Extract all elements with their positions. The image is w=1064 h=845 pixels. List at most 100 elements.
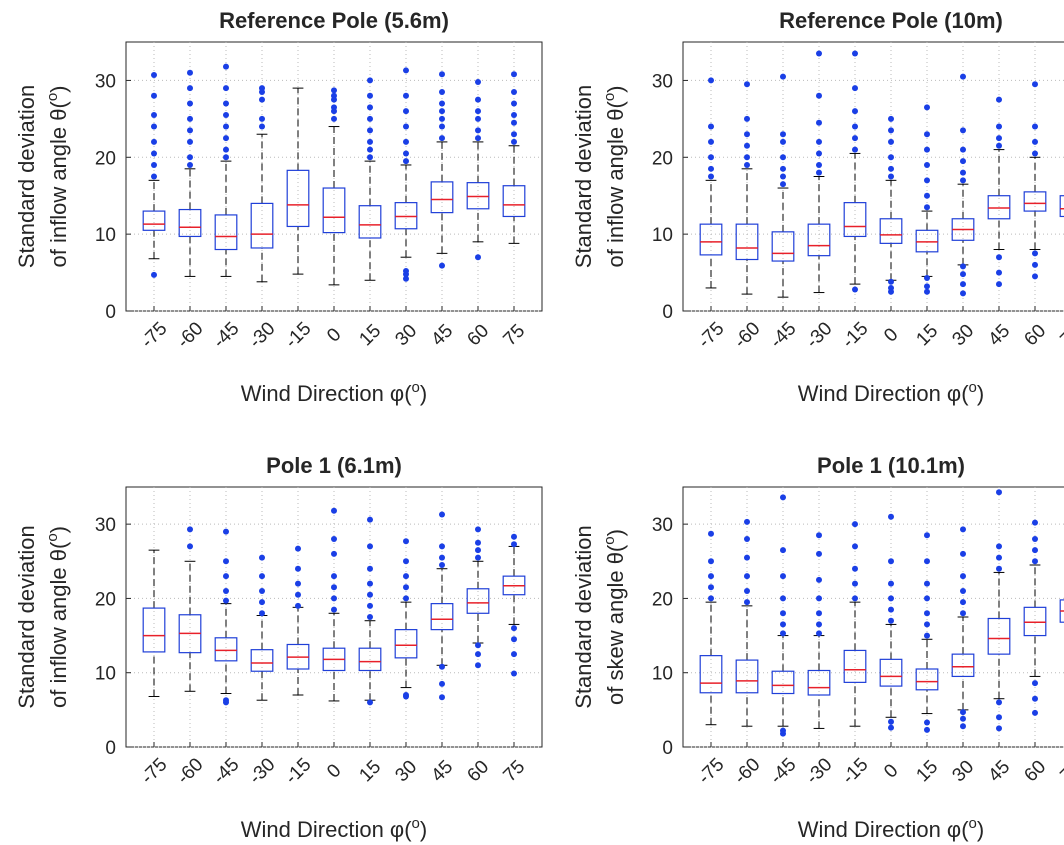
outlier [996, 489, 1002, 496]
outlier [295, 580, 301, 587]
outlier [367, 146, 373, 153]
y-tick-label: 0 [105, 302, 116, 323]
outlier [888, 558, 894, 565]
outlier [780, 181, 786, 188]
box [807, 223, 831, 257]
x-axis-label-part: o [969, 379, 977, 396]
outlier [816, 630, 822, 637]
plot-area [682, 486, 1064, 748]
x-axis-label-part: ) [420, 817, 427, 842]
x-tick-label: -45 [209, 754, 243, 788]
outlier [259, 599, 265, 606]
x-tick-label: -45 [766, 318, 800, 352]
outlier [852, 123, 858, 130]
y-tick-label: 10 [95, 664, 116, 685]
box [250, 649, 274, 672]
outlier [744, 131, 750, 138]
outlier [816, 92, 822, 99]
y-axis-label: of inflow angle θ(o) [44, 86, 71, 268]
outlier [780, 595, 786, 602]
outlier [367, 104, 373, 111]
outlier [187, 154, 193, 161]
outlier [1032, 695, 1038, 702]
x-axis-label-part: o [969, 815, 977, 832]
y-tick-label: 20 [652, 589, 673, 610]
y-axis-label: of inflow angle θ(o) [44, 526, 71, 708]
outlier [259, 96, 265, 103]
x-tick-label: -30 [245, 754, 279, 788]
x-tick-label: 0 [880, 324, 902, 346]
outlier [744, 161, 750, 168]
outlier [888, 165, 894, 172]
outlier [439, 680, 445, 687]
outlier [223, 135, 229, 142]
outlier [816, 595, 822, 602]
outlier [960, 73, 966, 80]
box [466, 588, 490, 614]
box [987, 617, 1011, 655]
x-tick-label: 60 [463, 756, 493, 786]
outlier [331, 595, 337, 602]
outlier [475, 547, 481, 554]
outlier [816, 138, 822, 145]
outlier [780, 165, 786, 172]
outlier [816, 610, 822, 617]
x-tick-label: -15 [838, 318, 872, 352]
x-axis-label-part: o [412, 379, 420, 396]
outlier [151, 112, 157, 119]
outlier [888, 284, 894, 291]
chart-title: Reference Pole (5.6m) [219, 8, 449, 33]
outlier [187, 127, 193, 134]
outlier [888, 606, 894, 613]
outlier [439, 554, 445, 561]
outlier [439, 123, 445, 130]
box [322, 187, 346, 234]
outlier [744, 518, 750, 525]
outlier [816, 119, 822, 126]
y-axis-label: Standard deviation [14, 525, 39, 708]
x-axis-label-part: Wind Direction φ( [241, 817, 412, 842]
x-tick-label: 30 [948, 756, 978, 786]
x-axis-label: Wind Direction φ(o) [798, 379, 984, 406]
outlier [996, 281, 1002, 288]
outlier [960, 146, 966, 153]
box [178, 208, 202, 238]
outlier [151, 271, 157, 278]
outlier [816, 621, 822, 628]
outlier [223, 588, 229, 594]
outlier [187, 138, 193, 145]
x-tick-label: -15 [281, 318, 315, 352]
x-axis-label: Wind Direction φ(o) [241, 815, 427, 842]
outlier [331, 550, 337, 557]
y-axis-label-part: o [601, 93, 618, 101]
outlier [439, 115, 445, 122]
outlier [259, 588, 265, 594]
outlier [852, 146, 858, 153]
outlier [996, 96, 1002, 103]
x-tick-label: -60 [730, 754, 764, 788]
x-tick-label: 15 [355, 756, 385, 786]
outlier [475, 651, 481, 658]
outlier [780, 154, 786, 161]
y-tick-label: 0 [662, 302, 673, 323]
outlier [511, 651, 517, 658]
outlier [367, 154, 373, 161]
outlier [1032, 273, 1038, 280]
outlier [259, 115, 265, 122]
outlier [1032, 558, 1038, 565]
outlier [475, 554, 481, 561]
y-tick-label: 30 [652, 515, 673, 536]
x-axis-label-part: ) [977, 817, 984, 842]
outlier [852, 50, 858, 57]
x-tick-label: 45 [984, 756, 1014, 786]
x-axis-label-part: ) [977, 381, 984, 406]
outlier [996, 714, 1002, 721]
outlier [708, 584, 714, 591]
outlier [187, 161, 193, 168]
y-axis-label: of skew angle θ(o) [601, 529, 628, 705]
box [142, 210, 166, 231]
outlier [223, 112, 229, 119]
outlier [259, 85, 265, 92]
